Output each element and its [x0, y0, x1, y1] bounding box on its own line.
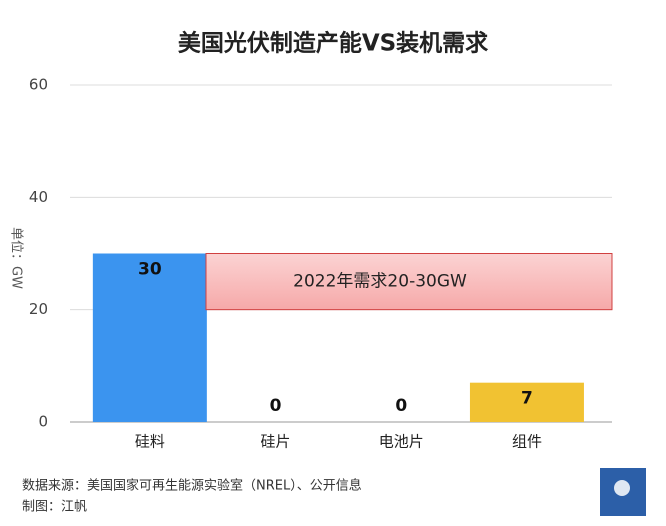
- demand-band: [205, 253, 613, 311]
- demand-band-label: 2022年需求20-30GW: [293, 272, 467, 292]
- y-axis-label: 单位：GW: [9, 227, 24, 289]
- value-label: 7: [521, 389, 533, 409]
- x-tick-label: 组件: [512, 433, 542, 451]
- value-label: 0: [270, 396, 282, 416]
- chart-title: 美国光伏制造产能VS装机需求: [178, 30, 488, 57]
- credit: 制图：江帆: [22, 500, 87, 515]
- bar: [92, 253, 207, 422]
- y-tick-label: 60: [29, 76, 48, 94]
- y-tick-label: 0: [38, 413, 48, 431]
- y-tick-label: 20: [29, 300, 48, 318]
- bar: [469, 382, 584, 422]
- value-label: 0: [395, 396, 407, 416]
- value-label: 30: [138, 260, 162, 280]
- logo: [600, 468, 646, 516]
- x-tick-label: 电池片: [379, 433, 424, 451]
- x-tick-label: 硅片: [261, 433, 291, 451]
- x-tick-label: 硅料: [135, 433, 165, 451]
- y-tick-label: 40: [29, 188, 48, 206]
- source: 数据来源：美国国家可再生能源实验室（NREL）、公开信息: [22, 478, 362, 494]
